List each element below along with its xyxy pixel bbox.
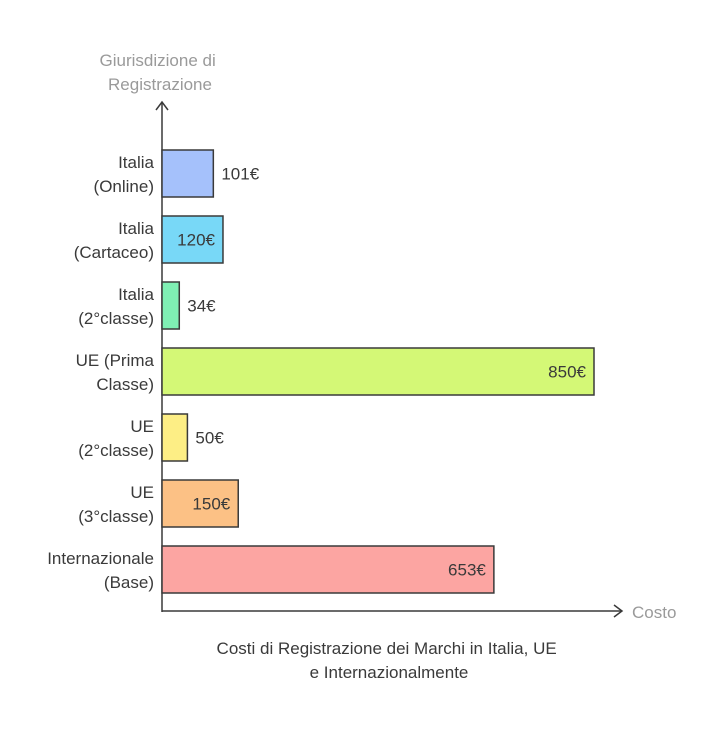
bar [161, 347, 595, 396]
chart-caption-line-1: Costi di Registrazione dei Marchi in Ita… [217, 639, 557, 658]
category-label-line: Internazionale [47, 549, 154, 568]
category-label: Internazionale (Base) [47, 549, 154, 592]
bar [161, 413, 189, 462]
category-label-line: UE [130, 483, 154, 502]
value-label: 150€ [192, 495, 230, 514]
category-label-line: (2°classe) [78, 441, 154, 460]
category-label: Italia (Cartaceo) [74, 219, 155, 262]
category-label: UE (3°classe) [78, 483, 154, 526]
chart-caption-line-2: e Internazionalmente [310, 663, 469, 682]
value-labels: 101€ 120€ 34€ 850€ 50€ 150€ 653€ [177, 165, 586, 580]
chart-caption: Costi di Registrazione dei Marchi in Ita… [217, 639, 562, 682]
category-label-line: Italia [118, 285, 154, 304]
category-label-line: Italia [118, 153, 154, 172]
bar [161, 215, 224, 264]
category-label-line: Italia [118, 219, 154, 238]
y-axis-title: Giurisdizione di Registrazione [100, 51, 221, 94]
y-axis-title-line-2: Registrazione [108, 75, 212, 94]
category-labels: Italia (Online) Italia (Cartaceo) Italia (2°c… [47, 153, 154, 592]
bar [161, 479, 239, 528]
y-axis-arrow-icon [155, 100, 169, 111]
value-label: 50€ [195, 429, 224, 448]
value-label: 34€ [187, 297, 216, 316]
x-axis-arrow-icon [613, 604, 624, 618]
category-label-line: UE [130, 417, 154, 436]
category-label-line: (Online) [94, 177, 154, 196]
category-label: UE (Prima Classe) [76, 351, 155, 394]
bar [161, 149, 215, 198]
x-axis-title: Costo [632, 603, 676, 622]
category-label-line: (3°classe) [78, 507, 154, 526]
bar [161, 545, 495, 594]
value-label: 101€ [221, 165, 259, 184]
category-label-line: (Cartaceo) [74, 243, 154, 262]
y-axis-title-line-1: Giurisdizione di [100, 51, 216, 70]
category-label: Italia (Online) [94, 153, 155, 196]
bar [161, 281, 181, 330]
value-label: 120€ [177, 231, 215, 250]
bars [161, 149, 595, 594]
value-label: 653€ [448, 561, 486, 580]
value-label: 850€ [548, 363, 586, 382]
category-label-line: UE (Prima [76, 351, 155, 370]
category-label: Italia (2°classe) [78, 285, 154, 328]
category-label-line: (Base) [104, 573, 154, 592]
category-label-line: Classe) [96, 375, 154, 394]
category-label: UE (2°classe) [78, 417, 154, 460]
category-label-line: (2°classe) [78, 309, 154, 328]
